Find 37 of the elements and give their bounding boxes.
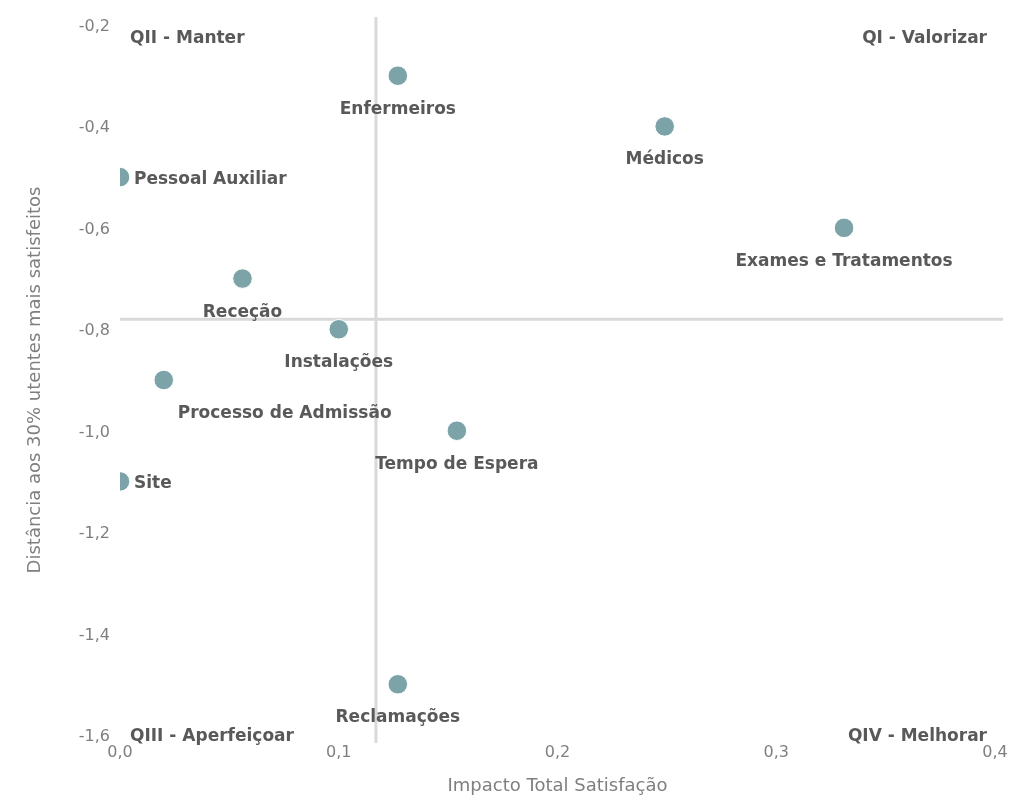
point — [232, 268, 253, 289]
y-tick-label: -1,4 — [78, 624, 110, 644]
y-tick-label: -0,4 — [78, 117, 110, 137]
y-tick-label: -1,6 — [78, 726, 110, 745]
y-tick-label: -0,8 — [78, 320, 110, 340]
x-axis-title: Impacto Total Satisfação — [447, 774, 668, 795]
point — [833, 217, 855, 239]
annotation: QIV - Melhorar — [847, 725, 988, 745]
annotation: Enfermeiros — [339, 97, 456, 118]
point — [654, 116, 675, 137]
x-tick-label: 0,0 — [107, 742, 133, 761]
annotation: Exames e Tratamentos — [735, 249, 953, 270]
y-tick-label: -1,2 — [78, 523, 110, 543]
annotation: Site — [134, 472, 172, 493]
x-tick-label: 0,1 — [326, 742, 352, 761]
annotation: QI - Valorizar — [862, 27, 988, 47]
y-tick-label: -0,6 — [78, 218, 110, 238]
point — [387, 674, 409, 695]
point — [153, 369, 175, 391]
x-tick-label: 0,3 — [763, 742, 789, 761]
x-tick-label: 0,2 — [544, 742, 571, 761]
point — [328, 319, 350, 340]
y-tick-label: -1,0 — [78, 421, 110, 441]
annotation: Processo de Admissão — [177, 402, 392, 422]
y-axis-title: Distância aos 30% utentes mais satisfeitos — [23, 186, 44, 574]
point — [387, 65, 409, 86]
annotation: Tempo de Espera — [375, 452, 539, 473]
annotation: Médicos — [625, 148, 704, 169]
annotation: Reclamações — [335, 706, 461, 727]
point — [446, 420, 468, 441]
annotation: Pessoal Auxiliar — [134, 168, 288, 189]
x-tick-label: 0,4 — [982, 742, 1008, 761]
annotation: Receção — [202, 300, 283, 321]
annotation: QII - Manter — [130, 27, 246, 47]
y-tick-label: -0,2 — [78, 16, 110, 35]
annotation: Instalações — [284, 351, 394, 372]
annotation: QIII - Aperfeiçoar — [130, 725, 295, 745]
